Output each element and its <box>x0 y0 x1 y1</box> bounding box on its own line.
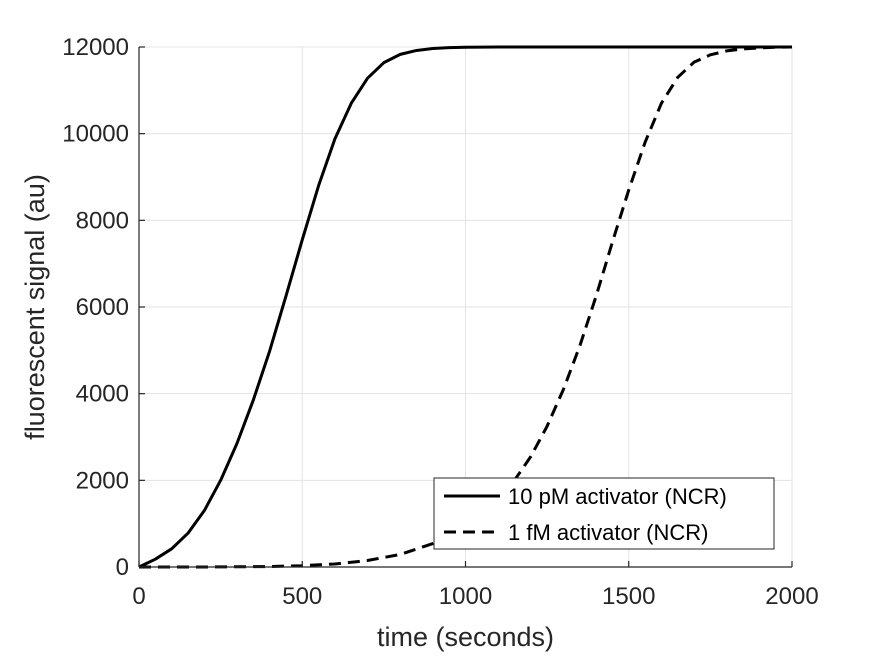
y-axis-label: fluorescent signal (au) <box>20 174 50 440</box>
series-line-1 <box>139 45 793 569</box>
y-tick-label-5: 10000 <box>62 121 129 148</box>
series-line-0 <box>138 45 792 569</box>
x-tick-label-4: 2000 <box>765 583 818 610</box>
y-tick-label-3: 6000 <box>76 294 129 321</box>
legend-box <box>433 477 775 550</box>
y-tick-label-4: 8000 <box>76 207 129 234</box>
axes <box>138 46 793 568</box>
y-tick-label-2: 4000 <box>76 381 129 408</box>
legend: 10 pM activator (NCR) 1 fM activator (NC… <box>433 477 775 550</box>
x-axis-label: time (seconds) <box>377 622 554 652</box>
series-layer <box>138 45 793 569</box>
legend-entry-10pm: 10 pM activator (NCR) <box>508 484 727 509</box>
grid-lines <box>138 46 793 568</box>
tick-labels: 0 500 1000 1500 2000 0 2000 4000 6000 8000 10000 12… <box>62 34 818 610</box>
x-tick-label-2: 1000 <box>439 583 492 610</box>
y-tick-label-6: 12000 <box>62 34 129 61</box>
legend-entry-1fm: 1 fM activator (NCR) <box>508 520 708 545</box>
x-tick-label-0: 0 <box>132 583 145 610</box>
x-tick-label-3: 1500 <box>602 583 655 610</box>
x-tick-label-1: 500 <box>282 583 322 610</box>
y-tick-label-1: 2000 <box>76 467 129 494</box>
y-tick-label-0: 0 <box>116 554 129 581</box>
